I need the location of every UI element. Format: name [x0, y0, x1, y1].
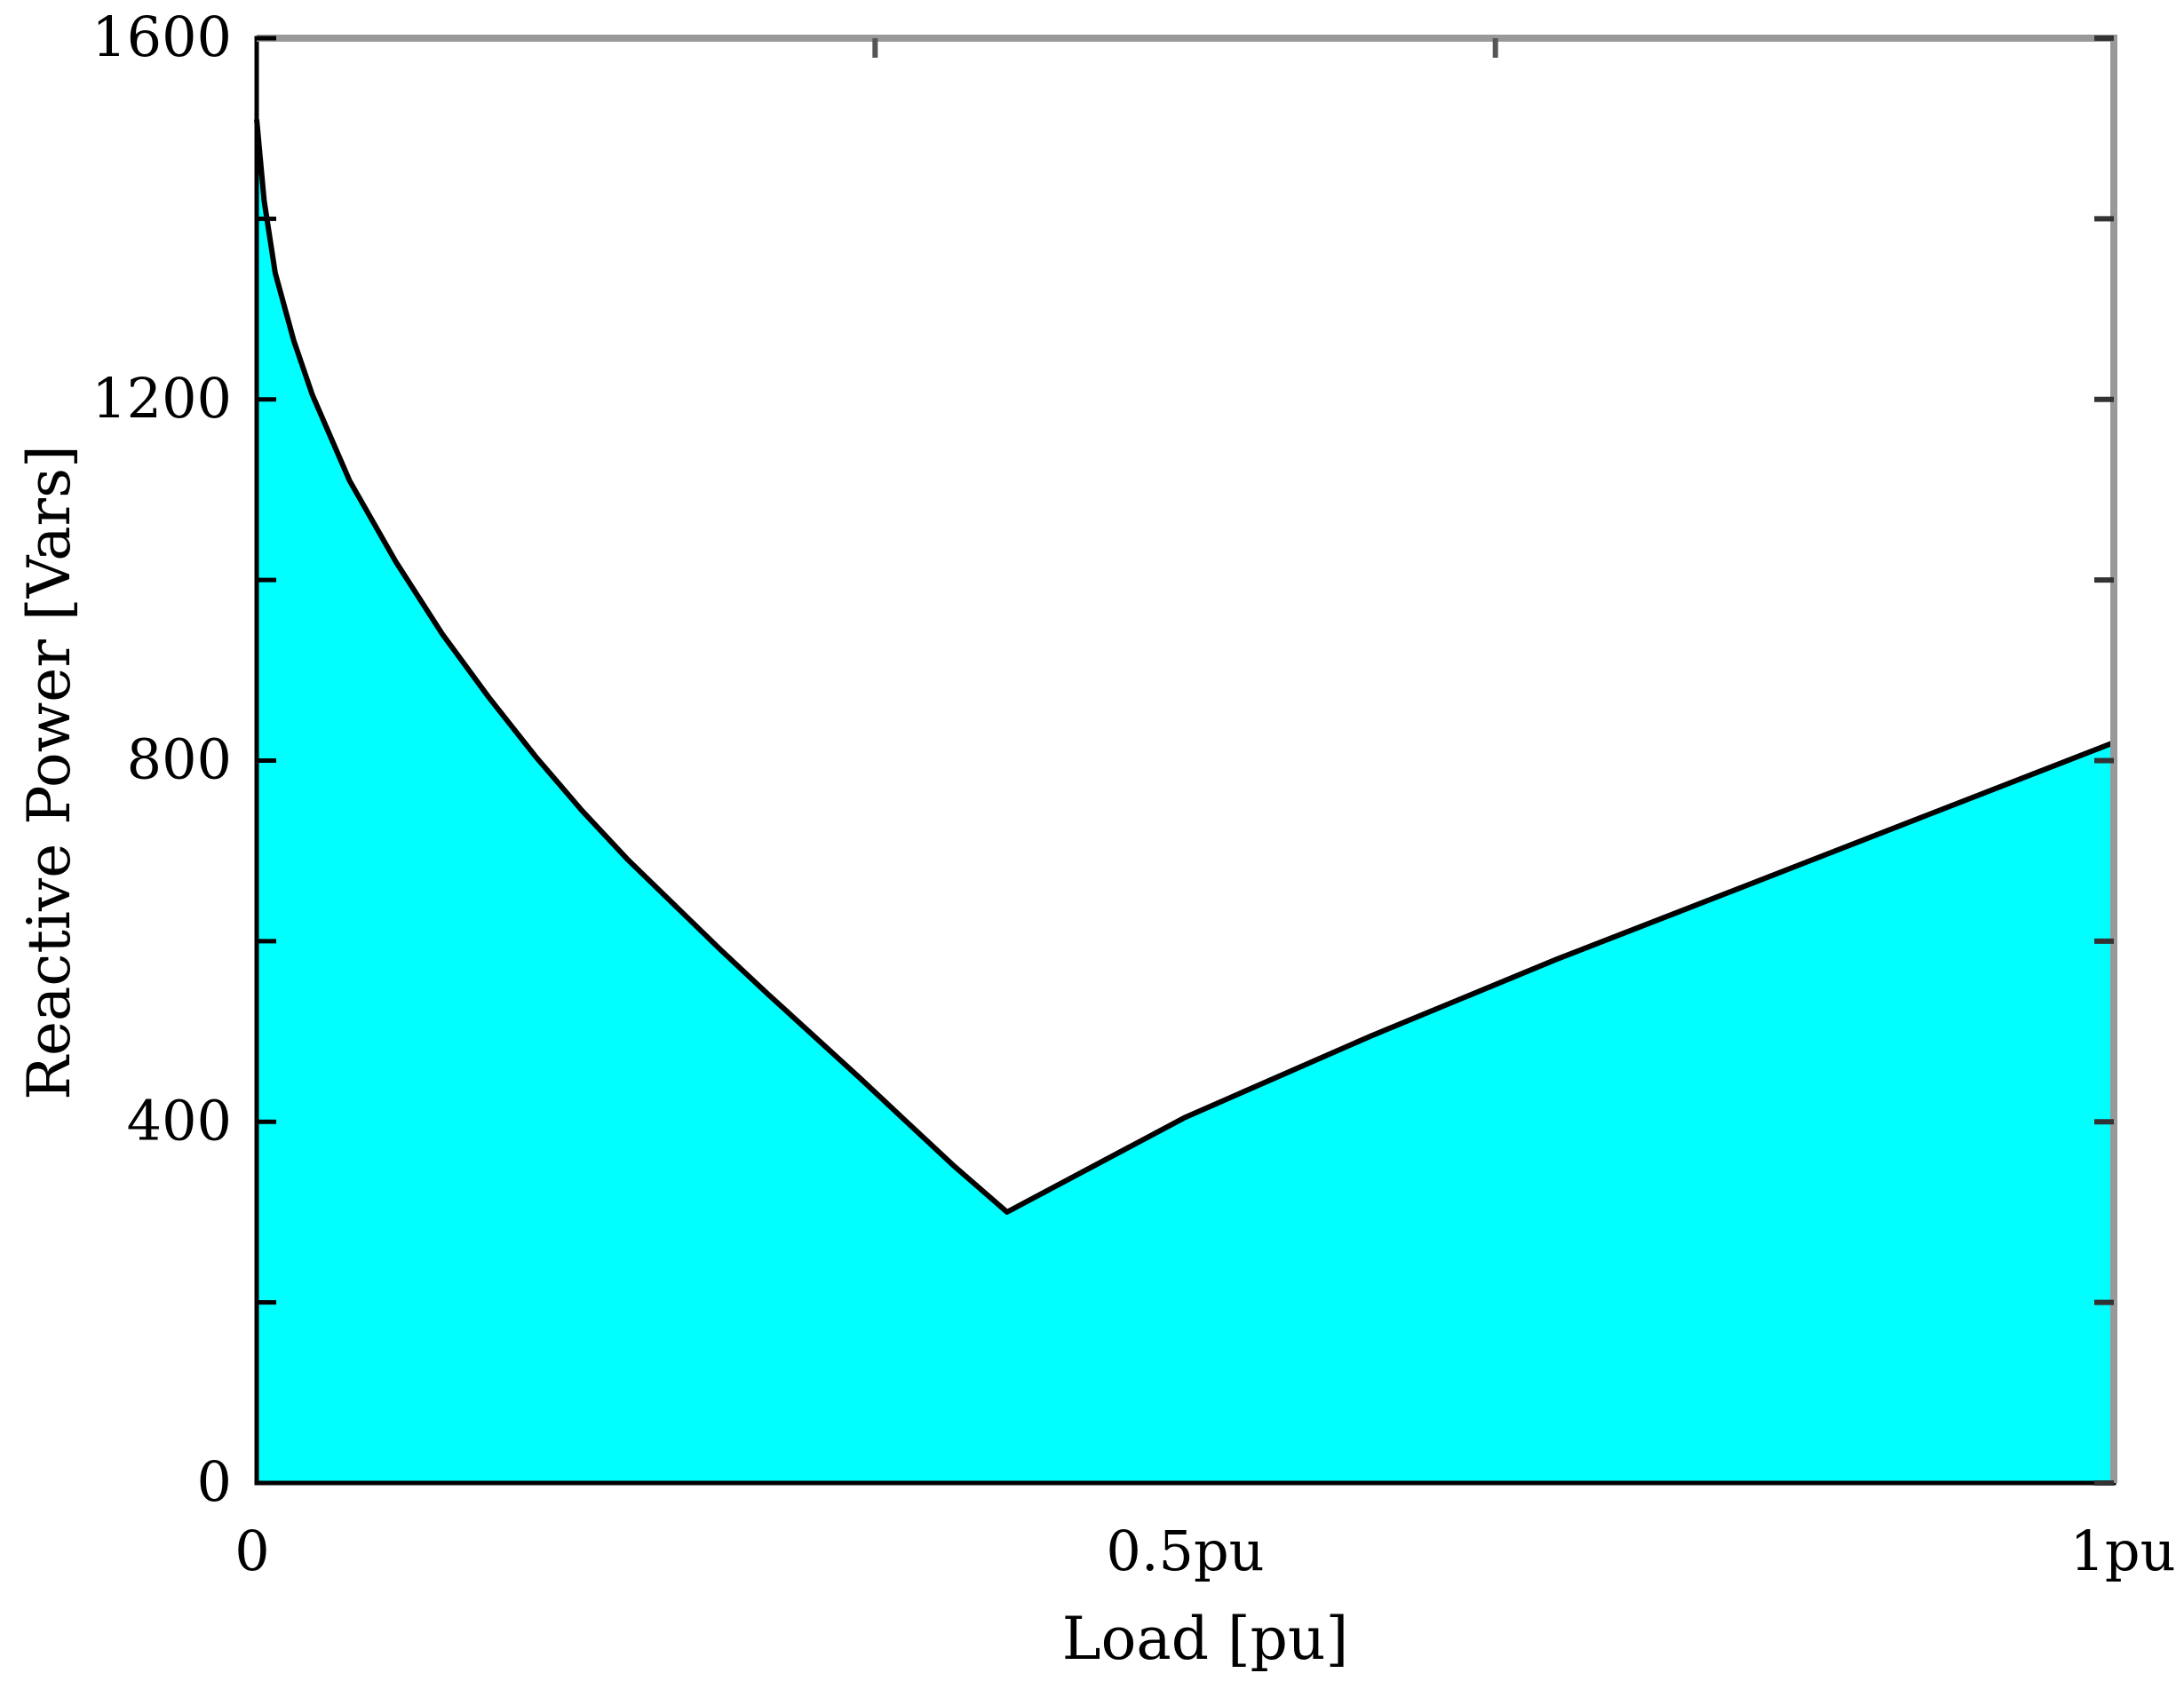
y-tick-label: 1200 — [91, 366, 232, 431]
plot-area — [254, 35, 2117, 1486]
x-axis-label: Load [pu] — [1062, 1605, 1348, 1673]
axis-ticks — [257, 36, 2114, 1486]
y-tick-label: 0 — [197, 1449, 232, 1514]
series-line-0 — [254, 119, 2116, 1215]
tick-labels: 0 400 800 1200 1600 0 0.5pu 1pu — [91, 4, 2175, 1583]
x-tick-label: 1pu — [2069, 1519, 2175, 1583]
y-axis-label: Reactive Power [Vars] — [15, 445, 83, 1099]
x-tick-label: 0.5pu — [1106, 1519, 1264, 1583]
x-tick-label: 0 — [234, 1519, 269, 1583]
y-tick-label: 400 — [127, 1088, 232, 1153]
y-tick-label: 1600 — [91, 4, 232, 69]
series-area-0 — [257, 119, 2114, 1483]
y-tick-label: 800 — [127, 727, 232, 792]
